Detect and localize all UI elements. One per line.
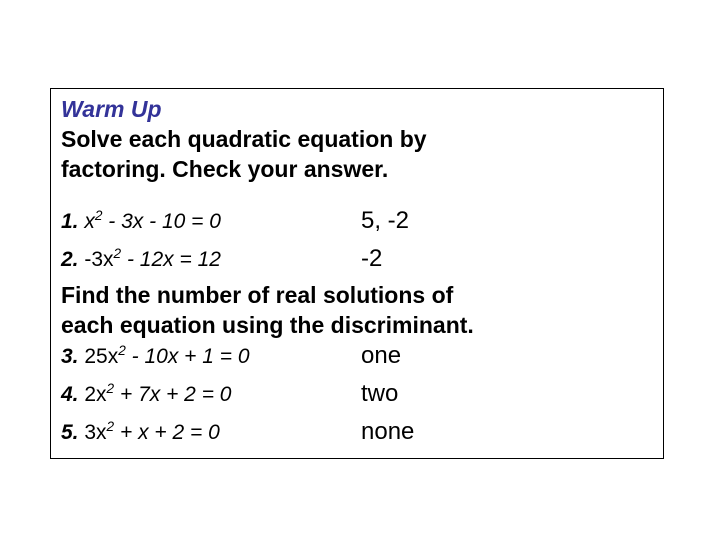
instruction-line-2: factoring. Check your answer.	[61, 155, 653, 185]
problem-4-equation: 4. 2x2 + 7x + 2 = 0	[61, 381, 361, 407]
eq-post: + x + 2 = 0	[114, 421, 220, 444]
problem-5-answer: none	[361, 418, 414, 446]
instruction-line-1: Solve each quadratic equation by	[61, 125, 653, 155]
eq-pre: x	[84, 210, 95, 233]
problem-row: 3. 25x2 - 10x + 1 = 0 one	[61, 342, 653, 370]
problem-row: 1. x2 - 3x - 10 = 0 5, -2	[61, 207, 653, 235]
problem-1-equation: 1. x2 - 3x - 10 = 0	[61, 208, 361, 234]
eq-post: + 7x + 2 = 0	[114, 383, 231, 406]
problem-number: 3.	[61, 345, 79, 368]
problem-2-answer: -2	[361, 245, 382, 273]
problem-1-answer: 5, -2	[361, 207, 409, 235]
problem-3-answer: one	[361, 342, 401, 370]
eq-post: - 3x - 10 = 0	[102, 210, 220, 233]
problem-4-answer: two	[361, 380, 398, 408]
eq-sup: 2	[114, 246, 122, 261]
eq-sup: 2	[107, 419, 115, 434]
problem-number: 5.	[61, 421, 79, 444]
worksheet-box: Warm Up Solve each quadratic equation by…	[50, 88, 664, 459]
problem-row: 4. 2x2 + 7x + 2 = 0 two	[61, 380, 653, 408]
problem-number: 4.	[61, 383, 79, 406]
instruction2-line-2: each equation using the discriminant.	[61, 311, 653, 341]
eq-post: - 10x + 1 = 0	[126, 345, 250, 368]
problem-2-equation: 2. -3x2 - 12x = 12	[61, 246, 361, 272]
warmup-title: Warm Up	[61, 95, 653, 125]
eq-sup: 2	[107, 381, 115, 396]
eq-post: - 12x = 12	[121, 248, 221, 271]
problem-5-equation: 5. 3x2 + x + 2 = 0	[61, 419, 361, 445]
eq-pre: -3x	[84, 248, 113, 271]
problem-3-equation: 3. 25x2 - 10x + 1 = 0	[61, 343, 361, 369]
problem-number: 1.	[61, 210, 79, 233]
problem-row: 5. 3x2 + x + 2 = 0 none	[61, 418, 653, 446]
problem-number: 2.	[61, 248, 79, 271]
eq-pre: 3x	[84, 421, 106, 444]
eq-sup: 2	[118, 343, 126, 358]
instruction2-line-1: Find the number of real solutions of	[61, 281, 653, 311]
problem-row: 2. -3x2 - 12x = 12 -2	[61, 245, 653, 273]
eq-pre: 25x	[84, 345, 118, 368]
eq-pre: 2x	[84, 383, 106, 406]
